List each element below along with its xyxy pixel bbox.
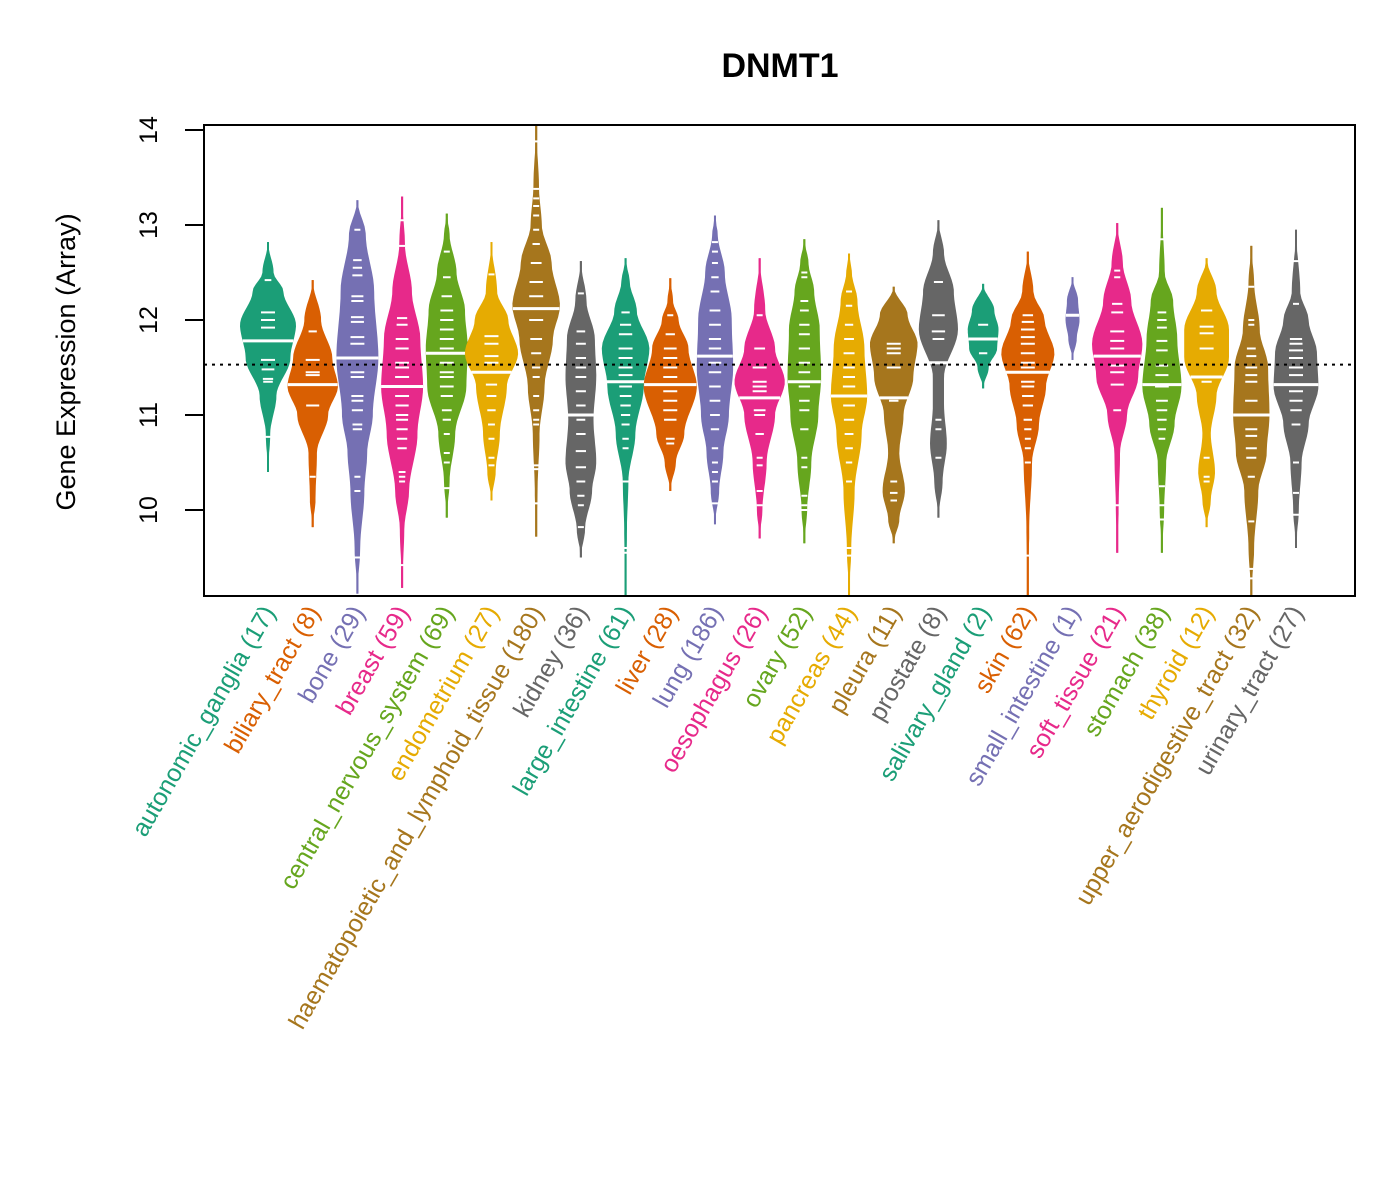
violin-autonomic_ganglia — [240, 242, 296, 472]
violin-body — [1233, 245, 1270, 596]
violin-body — [787, 239, 822, 544]
violin-oesophagus — [734, 258, 785, 539]
violin-body — [565, 261, 597, 558]
y-axis-label: Gene Expression (Array) — [51, 213, 81, 510]
violin-soft_tissue — [1092, 223, 1143, 553]
violin-body — [1065, 277, 1080, 360]
violin-body — [830, 253, 868, 596]
violin-body — [918, 220, 958, 518]
chart-title: DNMT1 — [721, 47, 838, 85]
violin-body — [287, 280, 338, 528]
violin-urinary_tract — [1273, 229, 1319, 549]
violin-endometrium — [464, 242, 519, 501]
violin-breast — [381, 196, 424, 588]
violin-pancreas — [830, 253, 868, 596]
violin-body — [870, 286, 918, 544]
violin-lung — [696, 215, 734, 525]
violin-pleura — [870, 286, 918, 544]
violin-small_intestine — [1065, 277, 1080, 360]
violin-large_intestine — [601, 258, 650, 596]
violin-thyroid — [1184, 258, 1229, 528]
violin-haematopoietic_and_lymphoid_tissue — [512, 125, 560, 537]
violin-body — [1273, 229, 1319, 549]
violin-body — [601, 258, 650, 596]
violin-body — [512, 125, 560, 537]
violin-body — [1184, 258, 1229, 528]
violin-salivary_gland — [967, 283, 999, 389]
violin-biliary_tract — [287, 280, 338, 528]
y-tick-label: 13 — [135, 211, 163, 239]
violin-body — [1092, 223, 1143, 553]
x-axis-labels: autonomic_ganglia (17)biliary_tract (8)b… — [126, 601, 1309, 1034]
violin-body — [240, 242, 296, 472]
y-tick-label: 10 — [135, 496, 163, 524]
violin-stomach — [1142, 207, 1182, 553]
violin-body — [1001, 251, 1055, 596]
y-axis: 10 11 12 13 14 — [135, 116, 205, 524]
violin-body — [696, 215, 734, 525]
violin-prostate — [918, 220, 958, 518]
violin-kidney — [565, 261, 597, 558]
violin-body — [1142, 207, 1182, 553]
violin-bone — [336, 200, 379, 594]
violin-liver — [643, 278, 697, 491]
violin-skin — [1001, 251, 1055, 596]
y-tick-label: 11 — [135, 402, 163, 428]
y-tick-label: 12 — [135, 306, 163, 334]
violin-ovary — [787, 239, 822, 544]
violins-group — [240, 125, 1319, 596]
violin-body — [381, 196, 424, 588]
violin-body — [967, 283, 999, 389]
violin-upper_aerodigestive_tract — [1233, 245, 1270, 596]
y-tick-label: 14 — [135, 116, 163, 144]
